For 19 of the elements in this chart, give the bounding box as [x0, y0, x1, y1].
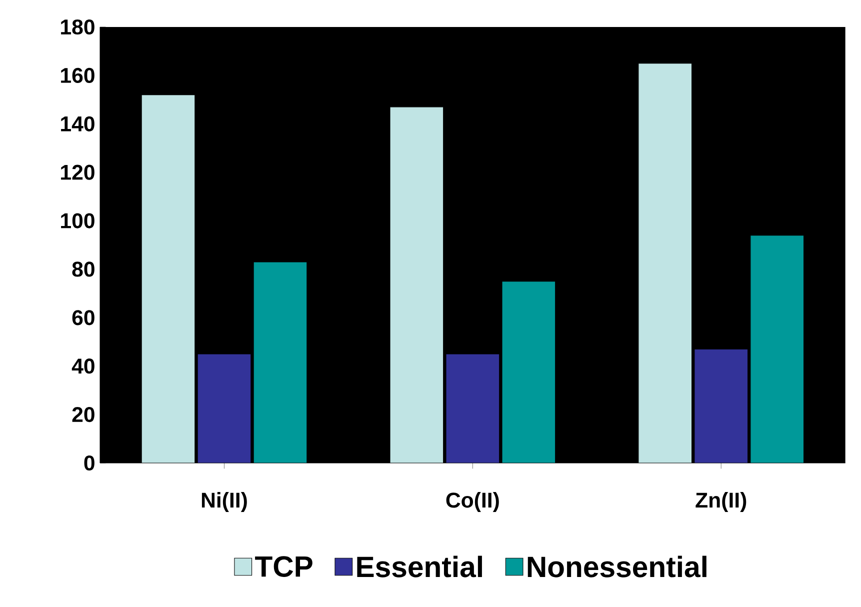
y-tick-label: 100 — [61, 213, 94, 228]
y-tick-label: 40 — [72, 358, 94, 374]
x-tick-label: Ni(II) — [202, 492, 247, 512]
y-tick-label: 180 — [61, 19, 94, 35]
legend-label: Essential — [357, 556, 482, 578]
legend-label: TCP — [255, 556, 312, 577]
y-tick-label: 160 — [61, 68, 94, 83]
legend-label: Nonessential — [528, 556, 706, 578]
y-tick-label: 80 — [72, 262, 94, 277]
y-tick-label: 0 — [84, 455, 94, 471]
bar — [390, 106, 444, 463]
bar — [142, 94, 195, 463]
y-tick-label: 20 — [72, 407, 94, 422]
x-tick-label: Zn(II) — [696, 492, 746, 512]
bar — [638, 63, 692, 463]
y-tick-label: 140 — [61, 116, 94, 132]
y-tick-label: 60 — [72, 310, 94, 326]
y-tick-label: 120 — [61, 164, 94, 180]
x-tick-label: Co(II) — [446, 492, 499, 512]
